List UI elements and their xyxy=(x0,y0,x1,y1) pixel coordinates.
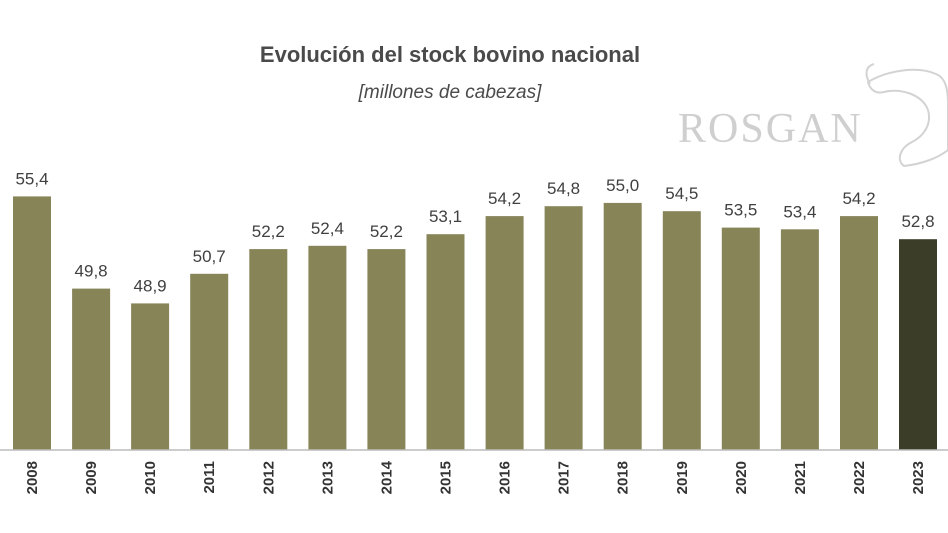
value-label-2011: 50,7 xyxy=(193,247,226,266)
x-tick-2010: 2010 xyxy=(142,461,159,494)
value-label-2017: 54,8 xyxy=(547,179,580,198)
bar-2009 xyxy=(72,288,111,450)
x-tick-2015: 2015 xyxy=(438,461,455,494)
value-label-2013: 52,4 xyxy=(311,219,344,238)
value-label-2009: 49,8 xyxy=(75,262,108,281)
value-label-2008: 55,4 xyxy=(15,169,48,188)
x-tick-2013: 2013 xyxy=(319,461,336,494)
value-label-2022: 54,2 xyxy=(842,189,875,208)
bar-2022 xyxy=(840,216,878,450)
value-label-2012: 52,2 xyxy=(252,222,285,241)
x-tick-2012: 2012 xyxy=(260,461,277,494)
cow-horn-icon xyxy=(865,63,875,85)
bar-2014 xyxy=(367,249,406,450)
bar-2017 xyxy=(544,206,583,450)
bar-2012 xyxy=(249,249,288,450)
x-tick-2011: 2011 xyxy=(201,461,218,494)
value-label-2018: 55,0 xyxy=(606,176,639,195)
x-tick-2018: 2018 xyxy=(615,461,632,494)
x-tick-2009: 2009 xyxy=(83,461,100,494)
logo-text: ROSGAN xyxy=(678,106,863,152)
bar-2020 xyxy=(721,227,760,450)
x-tick-2022: 2022 xyxy=(851,461,868,494)
x-tick-2023: 2023 xyxy=(910,461,927,494)
value-label-2016: 54,2 xyxy=(488,189,521,208)
bar-2015 xyxy=(426,234,465,450)
chart-subtitle: [millones de cabezas] xyxy=(358,82,542,103)
value-label-2010: 48,9 xyxy=(134,276,167,295)
bar-2019 xyxy=(662,211,701,450)
value-label-2023: 52,8 xyxy=(901,212,934,231)
x-tick-2017: 2017 xyxy=(556,461,573,494)
bar-2018 xyxy=(603,202,642,450)
bar-2023 xyxy=(899,239,937,450)
bar-2016 xyxy=(485,216,524,450)
chart-title: Evolución del stock bovino nacional xyxy=(260,42,640,67)
bar-2011 xyxy=(190,273,229,450)
value-label-2015: 53,1 xyxy=(429,207,462,226)
bar-2021 xyxy=(780,229,819,450)
x-tick-labels: 2008 2009 2010 2011 2012 2013 2014 2015 2016 2017… xyxy=(24,460,927,494)
watermark-logo: ROSGAN xyxy=(678,63,948,168)
x-tick-2016: 2016 xyxy=(497,461,514,494)
x-tick-2021: 2021 xyxy=(792,461,809,494)
x-tick-2008: 2008 xyxy=(24,461,41,494)
value-labels: 55,4 49,8 48,9 50,7 52,2 52,4 52,2 53,1 54,2 54,8… xyxy=(15,169,934,295)
value-label-2020: 53,5 xyxy=(724,201,757,220)
cow-head-icon xyxy=(866,68,948,168)
bar-2013 xyxy=(308,245,347,450)
bar-series xyxy=(13,196,937,450)
value-label-2019: 54,5 xyxy=(665,184,698,203)
bar-2010 xyxy=(131,303,170,450)
value-label-2021: 53,4 xyxy=(783,202,816,221)
value-label-2014: 52,2 xyxy=(370,222,403,241)
x-tick-2019: 2019 xyxy=(674,461,691,494)
bar-2008 xyxy=(13,196,51,450)
x-tick-2020: 2020 xyxy=(733,461,750,494)
x-tick-2014: 2014 xyxy=(378,460,395,494)
